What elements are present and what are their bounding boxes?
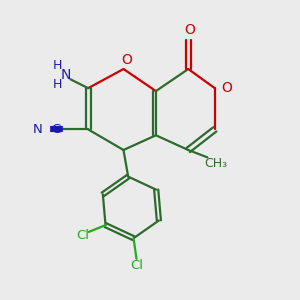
Text: H: H [52, 78, 62, 91]
Text: N: N [33, 123, 43, 136]
Text: O: O [184, 23, 195, 37]
Text: C: C [51, 123, 60, 136]
Text: N: N [61, 68, 71, 82]
Text: H: H [52, 59, 62, 72]
Text: Cl: Cl [130, 259, 143, 272]
Text: O: O [121, 53, 132, 67]
Text: CH₃: CH₃ [205, 157, 228, 170]
Text: Cl: Cl [76, 229, 89, 242]
Text: O: O [222, 81, 232, 95]
